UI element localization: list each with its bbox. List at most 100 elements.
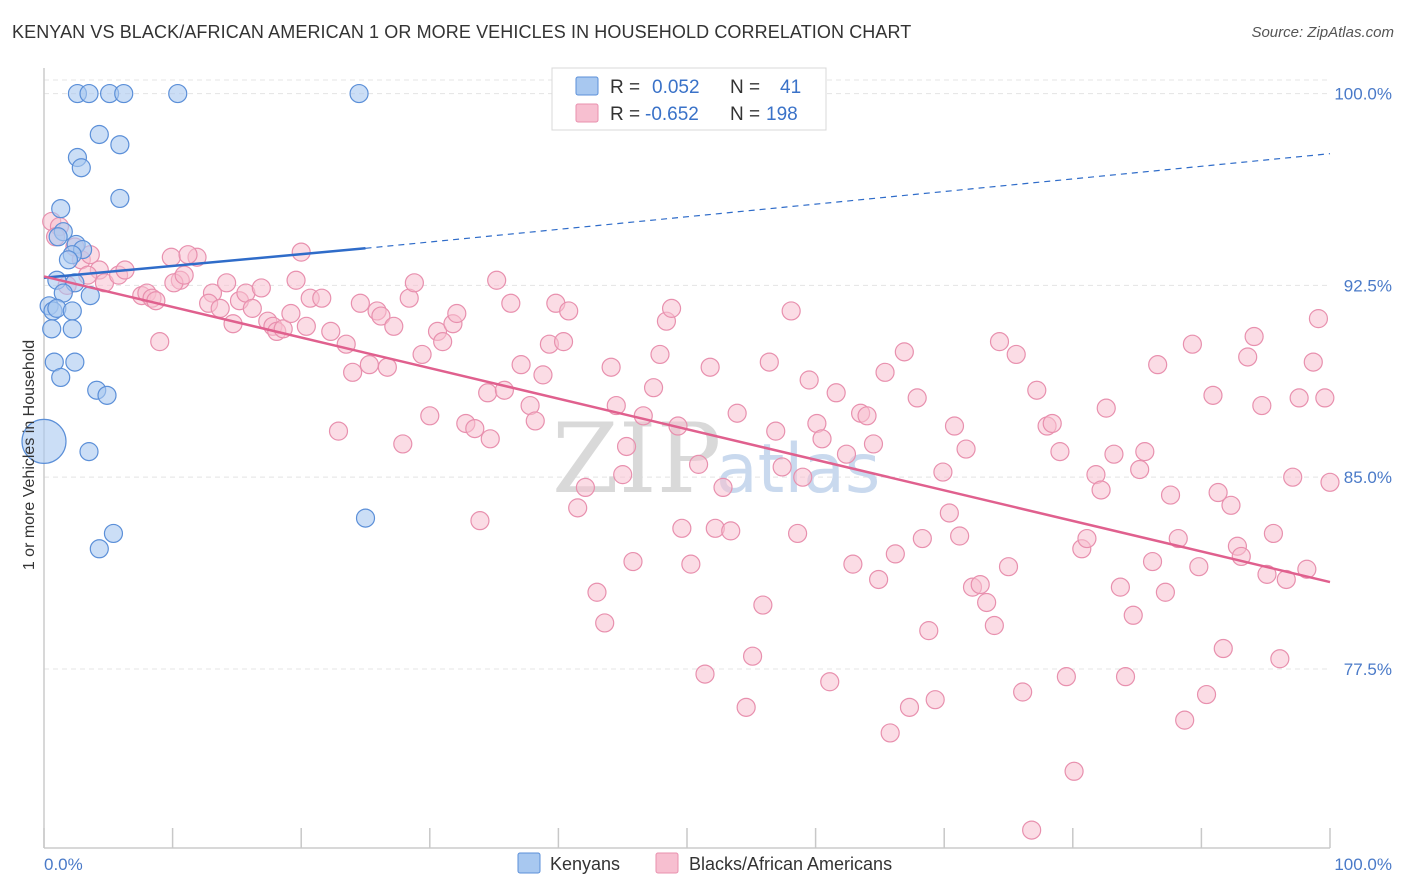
point-blacks-99 [772, 457, 792, 477]
point-kenyans-27 [62, 319, 82, 339]
point-blacks-118 [899, 697, 920, 717]
legend-n-value-2: 198 [766, 104, 798, 125]
point-blacks-182 [1320, 472, 1340, 492]
point-blacks-46 [384, 316, 404, 336]
point-blacks-154 [1142, 551, 1163, 572]
point-blacks-65 [533, 365, 553, 385]
point-blacks-144 [1077, 528, 1097, 549]
point-blacks-125 [944, 416, 965, 436]
point-blacks-176 [1283, 467, 1303, 487]
point-blacks-89 [700, 357, 720, 377]
point-blacks-122 [925, 690, 945, 710]
point-blacks-19 [178, 245, 198, 265]
point-blacks-172 [1257, 564, 1277, 584]
y-tick-label-2: 92.5% [1344, 276, 1392, 295]
bottom-legend-swatch-blacks [655, 852, 679, 874]
point-blacks-96 [753, 595, 773, 615]
point-blacks-164 [1208, 482, 1228, 503]
point-blacks-41 [350, 293, 370, 313]
trend-lines [43, 153, 1331, 584]
point-blacks-115 [880, 723, 900, 743]
point-blacks-109 [843, 554, 863, 574]
point-blacks-77 [616, 436, 637, 457]
chart-title: KENYAN VS BLACK/AFRICAN AMERICAN 1 OR MO… [12, 22, 912, 42]
point-blacks-108 [836, 444, 857, 464]
point-blacks-48 [393, 434, 413, 454]
point-blacks-111 [857, 406, 877, 426]
point-blacks-152 [1130, 459, 1150, 480]
point-blacks-38 [321, 321, 341, 342]
point-kenyans-13 [48, 227, 68, 247]
point-blacks-81 [650, 344, 670, 365]
point-blacks-88 [695, 664, 715, 684]
point-kenyans-1 [79, 83, 99, 104]
point-blacks-32 [281, 303, 301, 324]
point-kenyans-7 [110, 135, 130, 155]
point-blacks-173 [1263, 523, 1284, 544]
point-blacks-36 [296, 316, 316, 336]
point-blacks-136 [1022, 820, 1042, 840]
point-blacks-188 [404, 273, 424, 293]
point-blacks-92 [721, 521, 741, 541]
point-blacks-119 [907, 388, 927, 408]
point-blacks-116 [885, 544, 905, 564]
legend-swatch-kenyans [575, 76, 599, 96]
point-blacks-59 [487, 270, 507, 290]
point-blacks-157 [1160, 485, 1181, 505]
point-blacks-151 [1123, 605, 1143, 625]
point-blacks-14 [161, 247, 181, 267]
y-tick-labels: 77.5% 85.0% 92.5% 100.0% [1334, 85, 1392, 679]
point-blacks-147 [1096, 398, 1116, 418]
point-blacks-86 [681, 554, 701, 574]
point-kenyans-3 [114, 83, 134, 104]
point-blacks-159 [1175, 710, 1195, 730]
point-kenyans-11 [51, 199, 71, 219]
point-blacks-78 [623, 551, 643, 572]
gridlines [44, 79, 1330, 670]
point-kenyans-25 [62, 301, 82, 321]
point-blacks-76 [613, 465, 633, 485]
point-blacks-64 [525, 411, 545, 431]
legend-swatch-blacks [575, 103, 599, 123]
legend-n-label-2: N = [730, 104, 760, 125]
point-blacks-153 [1135, 442, 1155, 462]
point-blacks-93 [727, 403, 747, 423]
point-blacks-34 [291, 242, 311, 262]
point-blacks-91 [713, 477, 733, 498]
point-blacks-69 [559, 301, 579, 321]
point-blacks-72 [587, 582, 607, 602]
point-blacks-98 [766, 421, 786, 441]
point-blacks-127 [956, 439, 976, 459]
point-blacks-85 [672, 518, 692, 538]
point-kenyans-26 [42, 319, 62, 339]
x-tick-label-right: 100.0% [1334, 855, 1392, 874]
y-tick-label-1: 85.0% [1344, 468, 1392, 487]
point-blacks-134 [1006, 344, 1026, 365]
point-blacks-133 [998, 557, 1019, 577]
point-kenyans-4 [168, 83, 188, 104]
point-blacks-45 [377, 357, 397, 377]
point-kenyans-10 [110, 188, 130, 209]
point-blacks-162 [1196, 684, 1217, 705]
point-blacks-52 [433, 332, 453, 352]
point-blacks-148 [1104, 444, 1124, 464]
point-blacks-106 [820, 672, 840, 692]
source-note: Source: ZipAtlas.com [1251, 24, 1394, 41]
point-blacks-131 [984, 615, 1004, 636]
point-blacks-22 [210, 298, 230, 318]
bottom-legend-swatch-kenyans [517, 852, 541, 874]
point-blacks-158 [1168, 528, 1188, 549]
point-blacks-100 [781, 301, 801, 321]
point-blacks-61 [501, 293, 521, 313]
point-blacks-56 [465, 418, 485, 439]
point-blacks-83 [661, 298, 682, 318]
legend-r-label-2: R = [610, 104, 640, 125]
point-blacks-117 [894, 342, 914, 362]
point-blacks-178 [1297, 559, 1317, 579]
x-tick-label-left: 0.0% [44, 855, 83, 874]
point-blacks-40 [343, 362, 363, 382]
point-blacks-62 [511, 355, 531, 375]
point-blacks-169 [1238, 347, 1258, 367]
point-blacks-95 [742, 646, 763, 666]
